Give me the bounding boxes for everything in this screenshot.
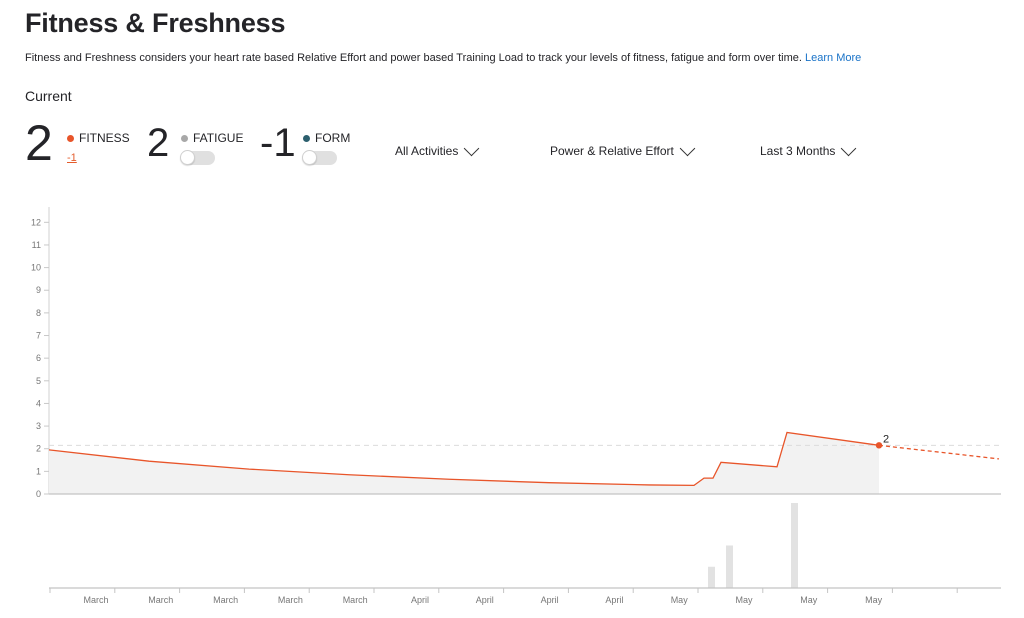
page-description: Fitness and Freshness considers your hea… (25, 52, 861, 64)
form-toggle[interactable] (302, 150, 337, 165)
x-tick-label: May (800, 595, 818, 605)
toggle-knob (180, 150, 195, 165)
y-tick-label: 0 (36, 489, 41, 499)
form-value: -1 (260, 121, 296, 165)
y-tick-label: 9 (36, 285, 41, 295)
fatigue-legend: FATIGUE (181, 131, 243, 145)
y-tick-label: 8 (36, 308, 41, 318)
x-tick-label: March (213, 595, 238, 605)
y-tick-label: 11 (32, 240, 41, 250)
current-label: Current (25, 88, 72, 104)
y-tick-label: 10 (31, 263, 41, 273)
x-tick-label: May (865, 595, 883, 605)
metric-dropdown[interactable]: Power & Relative Effort (550, 140, 696, 158)
y-tick-label: 4 (36, 398, 41, 408)
x-tick-label: March (343, 595, 368, 605)
chevron-down-icon (841, 140, 857, 157)
fitness-dot-icon (67, 134, 74, 142)
x-tick-label: April (411, 595, 429, 605)
x-tick-label: May (735, 595, 753, 605)
fatigue-dot-icon (181, 134, 188, 142)
activities-dropdown-label: All Activities (395, 144, 459, 158)
description-text: Fitness and Freshness considers your hea… (25, 52, 802, 64)
metric-dropdown-label: Power & Relative Effort (550, 144, 674, 158)
y-tick-label: 3 (36, 421, 41, 431)
y-tick-label: 5 (36, 376, 41, 386)
activities-dropdown[interactable]: All Activities (395, 140, 480, 158)
x-tick-label: April (541, 595, 559, 605)
activity-bar (708, 566, 715, 588)
fatigue-value: 2 (147, 121, 170, 165)
learn-more-link[interactable]: Learn More (805, 52, 862, 64)
activity-bar (791, 503, 798, 588)
fitness-projection-line (878, 444, 1000, 460)
form-label: FORM (315, 131, 351, 145)
x-tick-label: April (476, 595, 494, 605)
chevron-down-icon (679, 140, 696, 157)
fitness-change: -1 (67, 152, 77, 164)
toggle-knob (302, 150, 317, 165)
fitness-legend: FITNESS (67, 131, 130, 145)
fitness-current-label: 2 (883, 433, 889, 445)
fatigue-label: FATIGUE (193, 131, 244, 145)
page-title: Fitness & Freshness (25, 8, 286, 38)
y-tick-label: 12 (31, 217, 41, 227)
range-dropdown[interactable]: Last 3 Months (760, 140, 857, 158)
fitness-label: FITNESS (79, 131, 130, 145)
activity-bar (726, 545, 733, 588)
fitness-value: 2 (25, 115, 53, 171)
y-tick-label: 1 (36, 466, 41, 476)
fitness-current-point (875, 442, 883, 449)
form-legend: FORM (303, 131, 350, 145)
x-tick-label: March (148, 595, 173, 605)
chevron-down-icon (464, 140, 480, 157)
x-tick-label: April (605, 595, 623, 605)
range-dropdown-label: Last 3 Months (760, 144, 836, 158)
x-tick-label: March (83, 595, 108, 605)
fatigue-toggle[interactable] (180, 150, 215, 165)
fitness-area (49, 432, 879, 494)
fitness-line (48, 431, 880, 487)
x-tick-label: March (278, 595, 303, 605)
y-tick-label: 6 (36, 353, 41, 363)
y-tick-label: 2 (36, 444, 41, 454)
y-tick-label: 7 (36, 331, 41, 341)
form-dot-icon (303, 134, 310, 142)
x-tick-label: May (671, 595, 689, 605)
